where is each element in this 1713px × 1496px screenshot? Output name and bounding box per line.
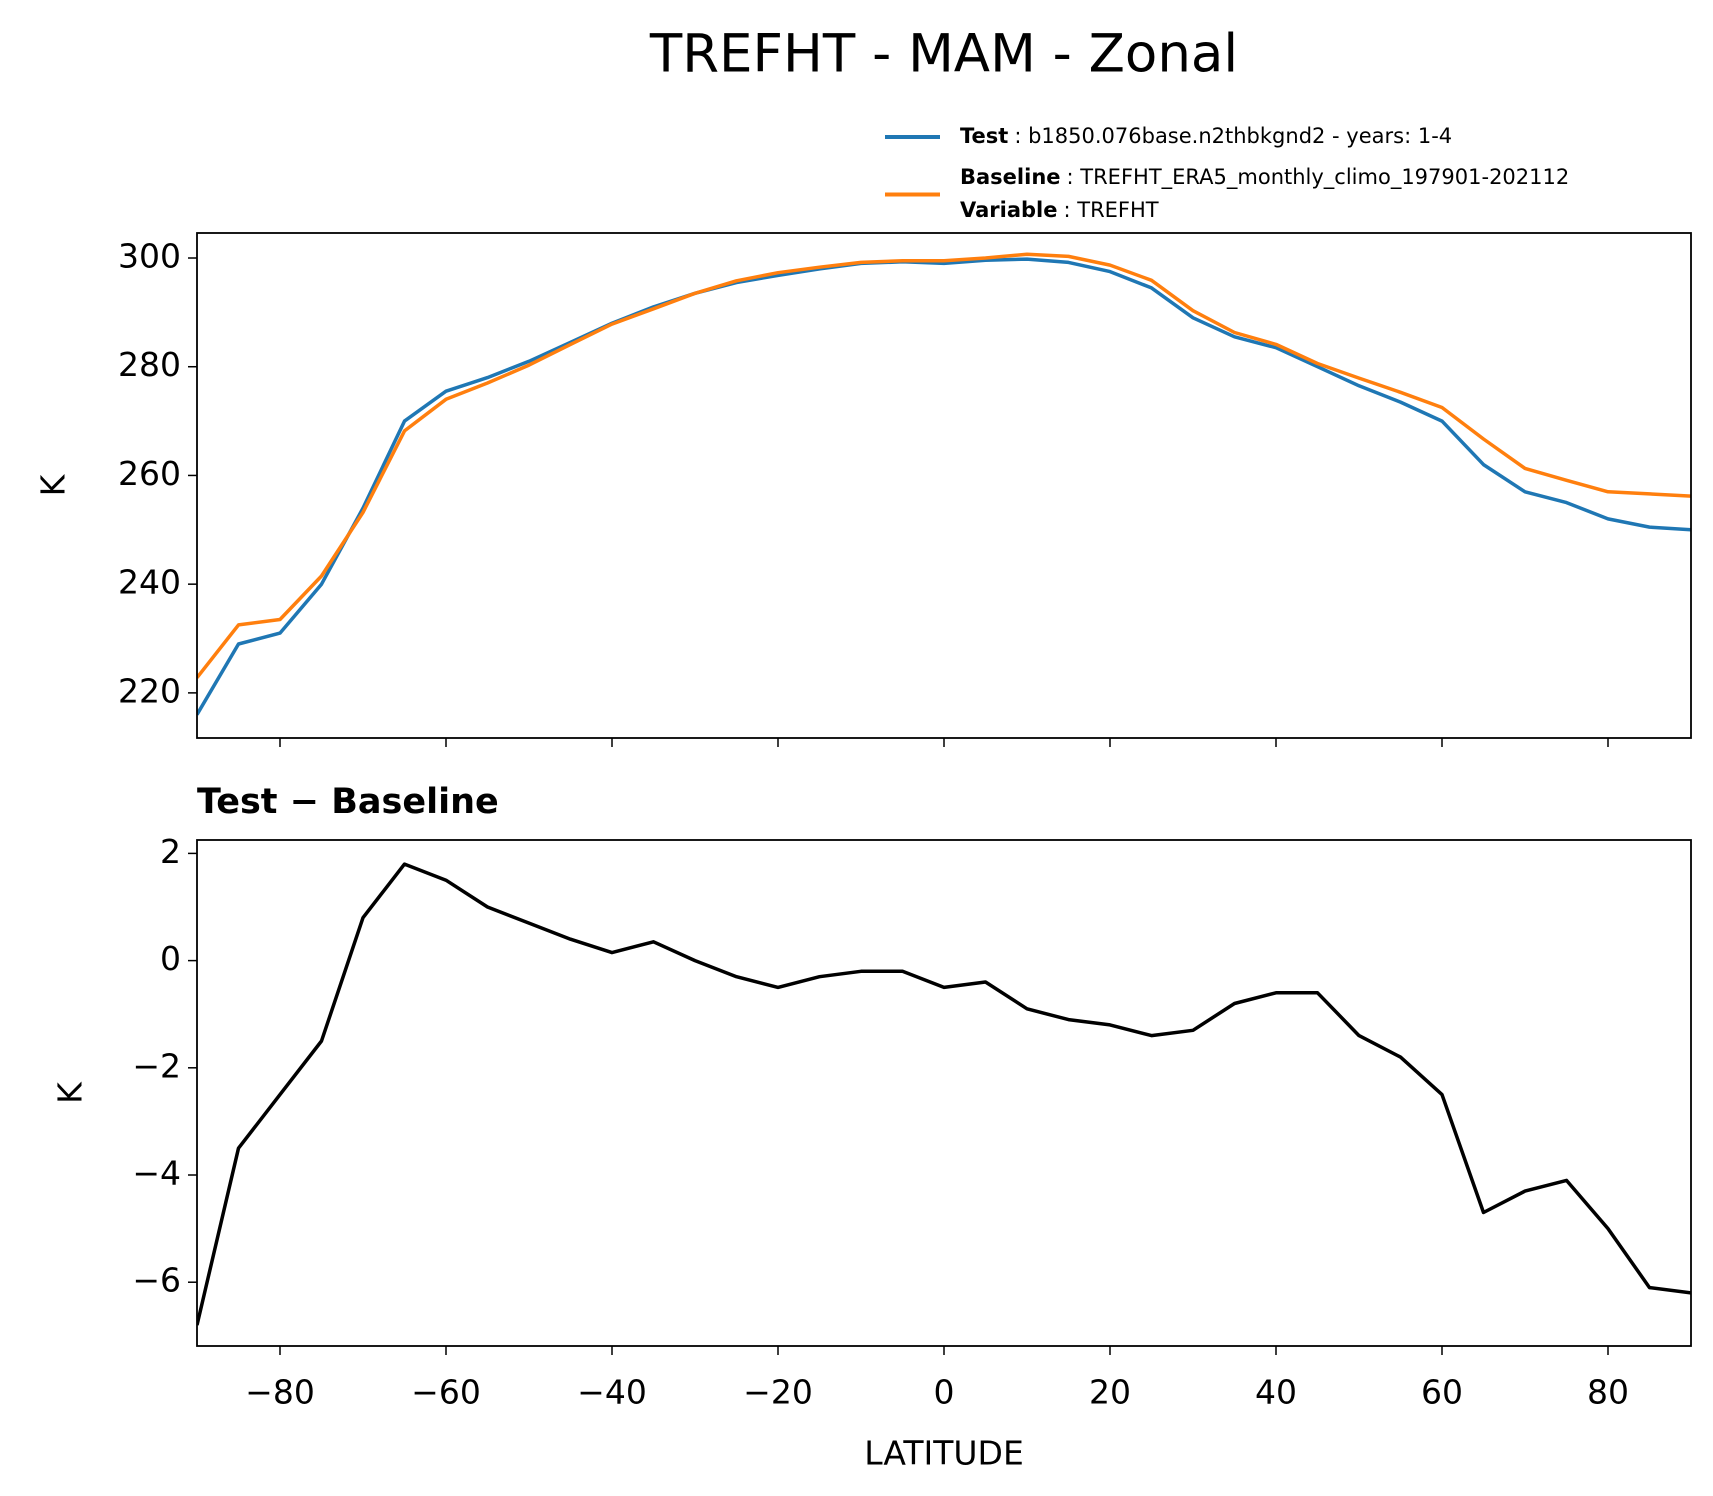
x-tick-label: 60: [1421, 1373, 1463, 1412]
y-tick-label: −2: [132, 1046, 181, 1085]
y-tick-label: 2: [160, 832, 181, 871]
y-tick-label: 280: [118, 345, 181, 384]
legend-key: Baseline: [960, 165, 1061, 189]
y-tick-label: 300: [118, 237, 181, 276]
x-tick-label: −20: [743, 1373, 813, 1412]
series-line: [197, 257, 1691, 716]
legend-key: Test: [960, 124, 1008, 148]
axes-frame: [196, 839, 1692, 1347]
x-tick-label: −60: [411, 1373, 481, 1412]
x-tick-label: −80: [245, 1373, 315, 1412]
y-axis-label: K: [51, 1081, 90, 1104]
chart-title: TREFHT - MAM - Zonal: [649, 24, 1238, 85]
legend-text: : TREFHT_ERA5_monthly_climo_197901-20211…: [1067, 165, 1570, 190]
y-tick-label: −4: [132, 1154, 181, 1193]
x-axis-label: LATITUDE: [864, 1434, 1024, 1473]
x-tick-label: 80: [1587, 1373, 1629, 1412]
axes-frame: [196, 232, 1692, 739]
x-tick-label: 20: [1089, 1373, 1131, 1412]
y-tick-label: 260: [118, 454, 181, 493]
legend-text: : TREFHT: [1063, 198, 1158, 222]
legend-key: Variable: [960, 198, 1057, 222]
series-line: [197, 862, 1691, 1326]
subplot-title: Test − Baseline: [197, 782, 499, 822]
x-tick-label: 40: [1255, 1373, 1297, 1412]
series-line: [197, 252, 1691, 679]
y-tick-label: 220: [118, 671, 181, 710]
legend-text: : b1850.076base.n2thbkgnd2 - years: 1-4: [1014, 124, 1452, 148]
x-tick-label: 0: [934, 1373, 955, 1412]
y-axis-label: K: [34, 473, 73, 496]
y-tick-label: 240: [118, 563, 181, 602]
y-tick-label: 0: [160, 939, 181, 978]
legend-label: Test: b1850.076base.n2thbkgnd2 - years: …: [960, 124, 1452, 148]
legend-label: Baseline: TREFHT_ERA5_monthly_climo_1979…: [960, 165, 1569, 190]
legend-label: Variable: TREFHT: [960, 198, 1159, 222]
x-tick-label: −40: [577, 1373, 647, 1412]
y-tick-label: −6: [132, 1261, 181, 1300]
